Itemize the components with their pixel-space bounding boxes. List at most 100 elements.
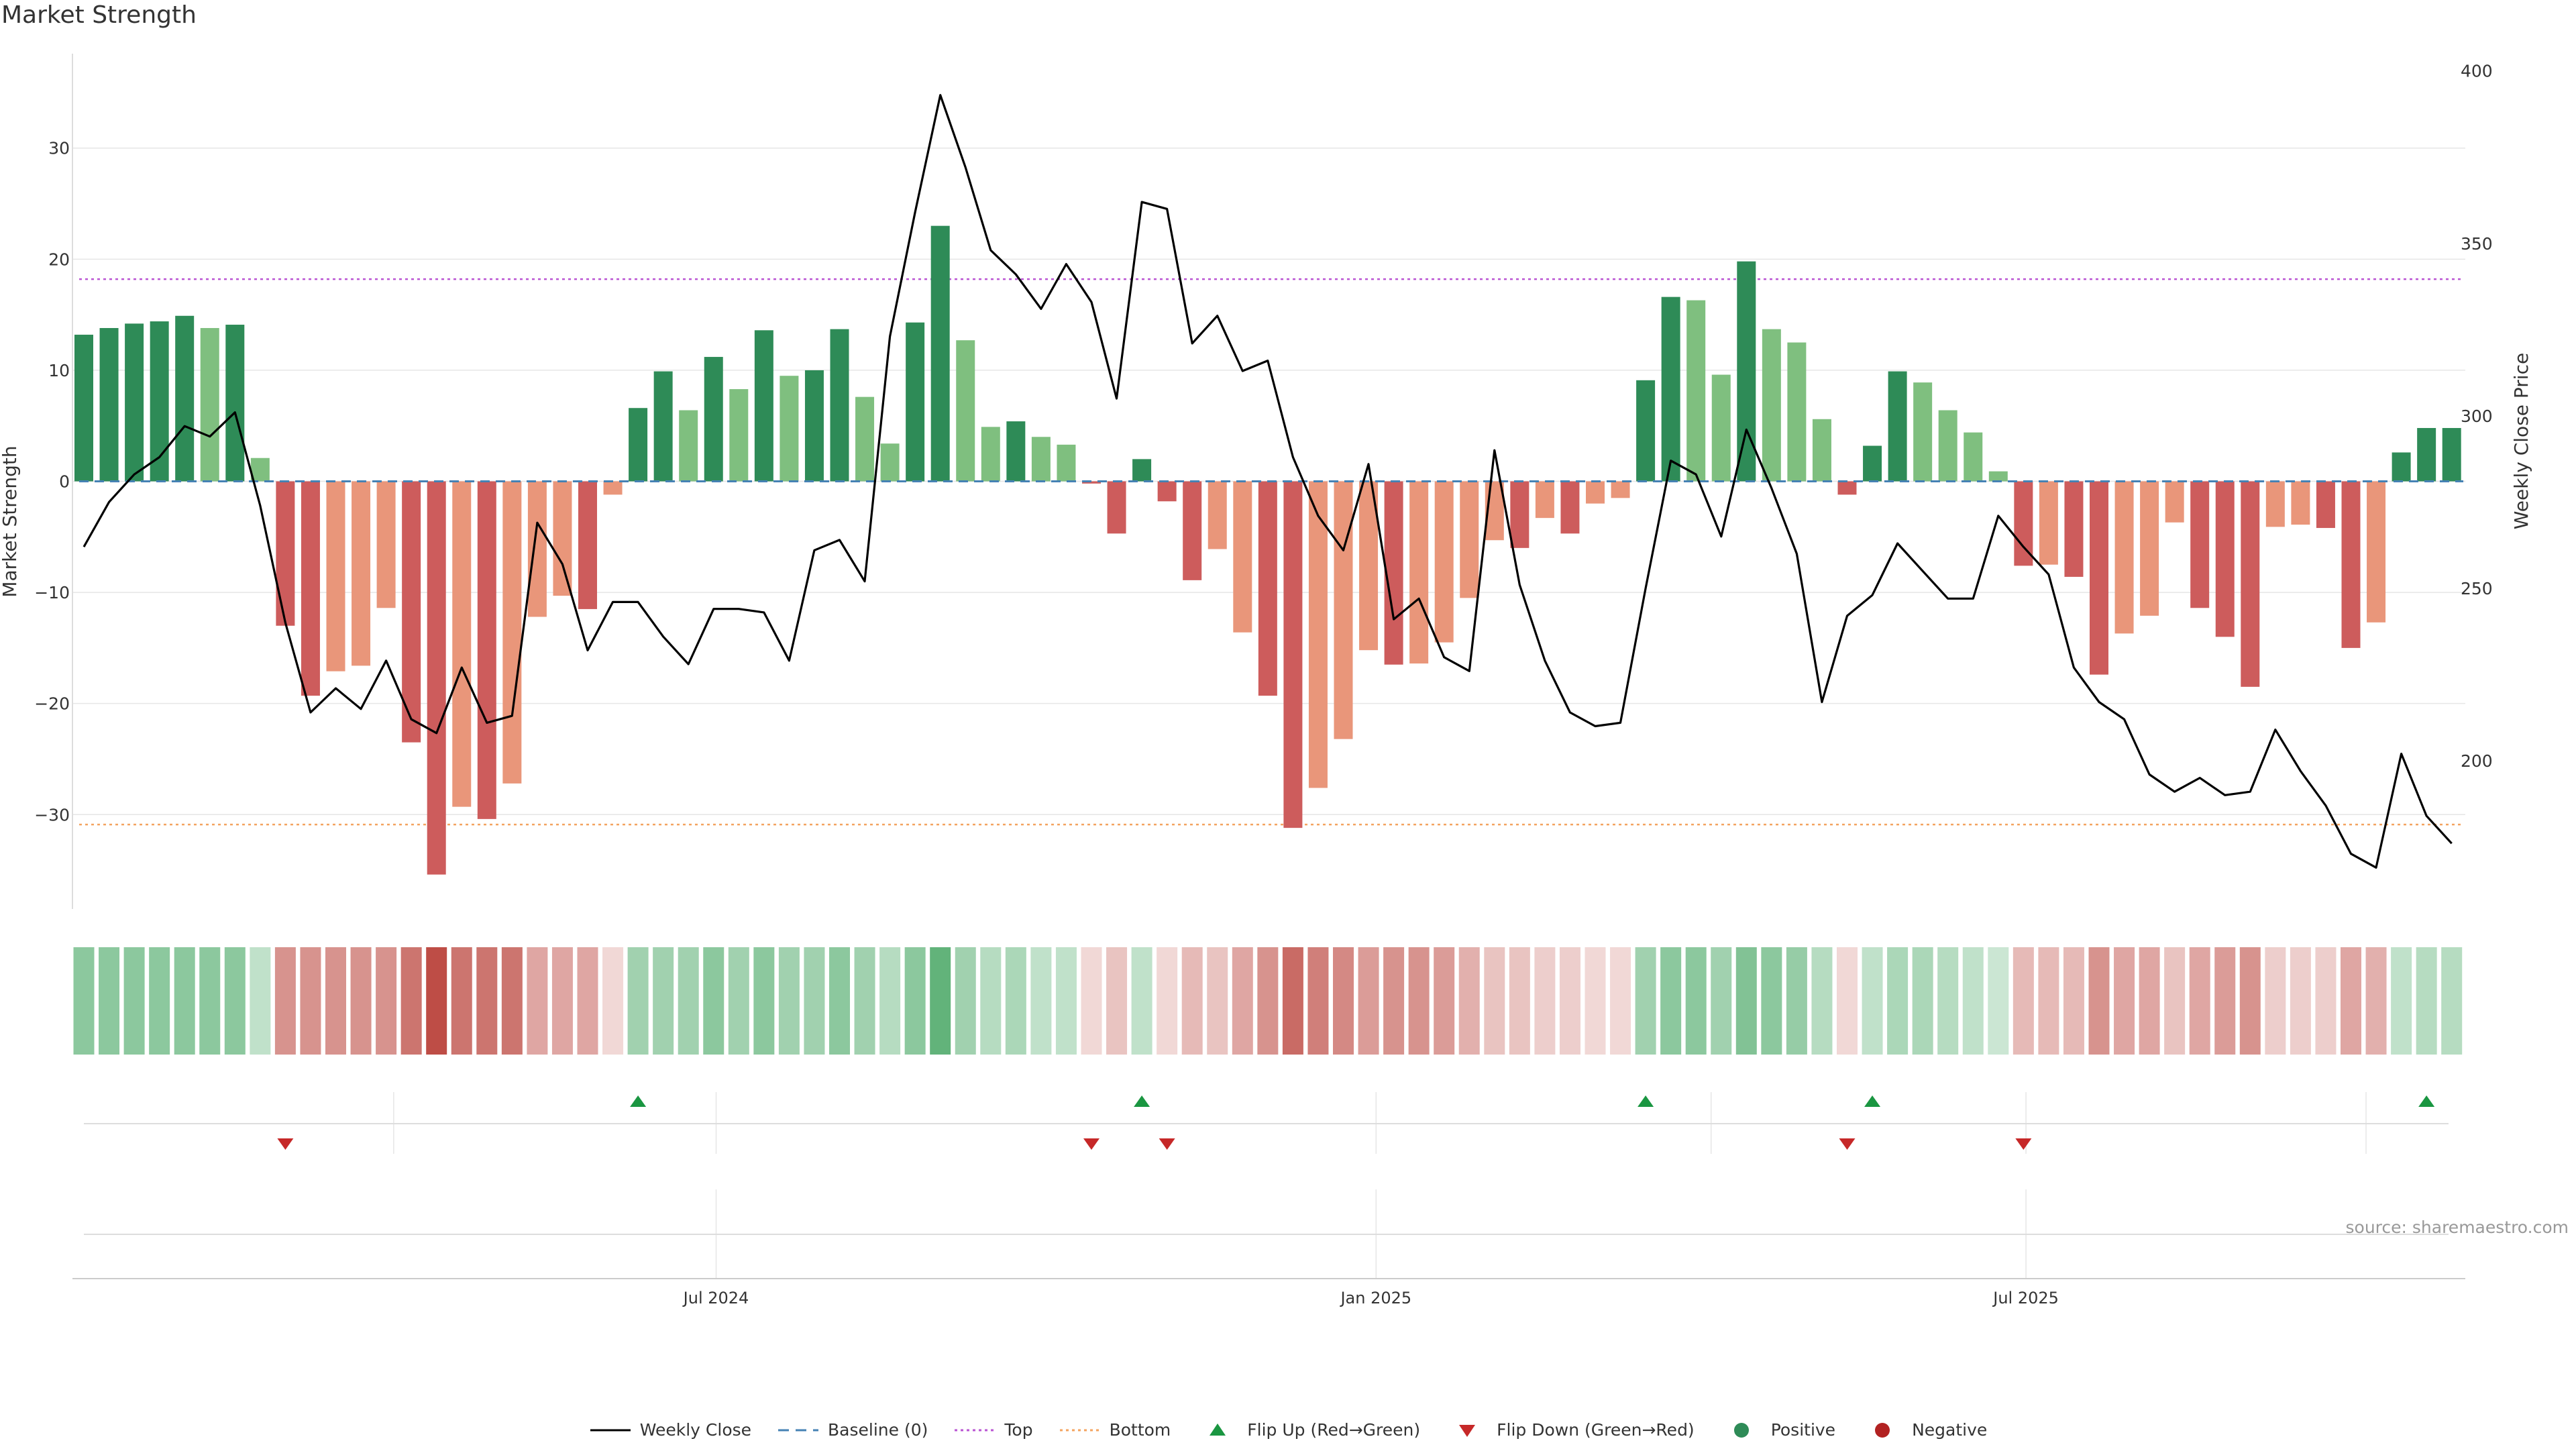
heat-cell xyxy=(400,947,422,1055)
positive-strength-bar xyxy=(1913,382,1933,482)
negative-strength-bar xyxy=(2367,481,2386,623)
legend-swatch-icon xyxy=(1733,1422,1749,1438)
heat-cell xyxy=(2441,947,2463,1055)
heat-cell xyxy=(274,947,296,1055)
negative-strength-bar xyxy=(427,481,446,875)
weekly-close-line xyxy=(83,94,2453,869)
legend-circle-icon xyxy=(1875,1422,1890,1438)
positive-strength-bar xyxy=(906,322,925,482)
negative-strength-bar xyxy=(2014,481,2033,566)
positive-strength-bar xyxy=(1636,380,1656,482)
positive-strength-bar xyxy=(1787,342,1807,482)
negative-strength-bar xyxy=(2215,481,2235,637)
legend-circle-icon xyxy=(1733,1422,1749,1438)
heat-cell xyxy=(703,947,724,1055)
heat-cell xyxy=(2114,947,2135,1055)
heat-cell xyxy=(123,947,145,1055)
heat-cell xyxy=(1811,947,1833,1055)
heat-cell xyxy=(527,947,548,1055)
legend-label: Flip Up (Red→Green) xyxy=(1247,1420,1421,1440)
heat-cell xyxy=(1333,947,1354,1055)
heat-cell xyxy=(1181,947,1203,1055)
heat-cell xyxy=(1711,947,1732,1055)
positive-strength-bar xyxy=(679,410,698,482)
legend-swatch-icon xyxy=(955,1429,996,1431)
source-label: source: sharemaestro.com xyxy=(2345,1218,2569,1237)
negative-strength-bar xyxy=(1837,481,1857,495)
legend-label: Flip Down (Green→Red) xyxy=(1497,1420,1695,1440)
heat-cell xyxy=(2214,947,2236,1055)
heat-cell xyxy=(350,947,372,1055)
heat-cell xyxy=(1408,947,1430,1055)
heat-cell xyxy=(879,947,901,1055)
heat-cell xyxy=(1081,947,1102,1055)
legend-swatch-icon xyxy=(1210,1423,1226,1436)
negative-strength-bar xyxy=(2316,481,2335,529)
heat-cell xyxy=(451,947,472,1055)
negative-strength-bar xyxy=(1510,481,1529,548)
negative-strength-bar xyxy=(1308,481,1328,788)
heat-cell xyxy=(1484,947,1505,1055)
heat-cell xyxy=(1458,947,1480,1055)
heat-cell xyxy=(1837,947,1858,1055)
negative-strength-bar xyxy=(2190,481,2210,608)
legend-item: Baseline (0) xyxy=(777,1420,928,1440)
positive-strength-bar xyxy=(200,327,219,482)
negative-strength-bar xyxy=(1560,481,1580,534)
date-axis: Jul 2024 Jan 2025 Jul 2025 xyxy=(72,1189,2465,1307)
negative-strength-bar xyxy=(1283,481,1303,828)
negative-strength-bar xyxy=(2265,481,2285,527)
heat-cell xyxy=(1534,947,1556,1055)
negative-strength-bar xyxy=(553,481,572,596)
heat-cell xyxy=(1207,947,1228,1055)
positive-strength-bar xyxy=(830,329,849,482)
negative-strength-bar xyxy=(301,481,320,696)
heat-cell xyxy=(1055,947,1077,1055)
heat-cell xyxy=(2265,947,2286,1055)
flip-down-marker xyxy=(2015,1138,2032,1150)
heat-cell xyxy=(2290,947,2311,1055)
positive-strength-bar xyxy=(125,323,144,482)
negative-strength-bar xyxy=(1082,481,1101,484)
negative-strength-bar xyxy=(352,481,371,666)
heat-cell xyxy=(804,947,825,1055)
positive-strength-bar xyxy=(729,389,749,482)
negative-strength-bar xyxy=(2165,481,2184,523)
flip-up-marker xyxy=(1638,1095,1654,1107)
heat-cell xyxy=(1685,947,1707,1055)
y2-tick-label: 200 xyxy=(2461,751,2493,771)
heat-cell xyxy=(2063,947,2084,1055)
legend-swatch-icon xyxy=(778,1429,819,1431)
negative-strength-bar xyxy=(2090,481,2108,675)
negative-strength-bar xyxy=(2114,481,2134,634)
negative-strength-bar xyxy=(1183,481,1202,580)
heat-cell xyxy=(1761,947,1782,1055)
heat-cell xyxy=(501,947,523,1055)
negative-strength-bar xyxy=(2039,481,2058,565)
y-tick-label: −10 xyxy=(34,583,70,602)
negative-strength-bar xyxy=(2241,481,2260,687)
legend-label: Top xyxy=(1004,1420,1033,1440)
negative-strength-bar xyxy=(1107,481,1126,534)
heat-cell xyxy=(753,947,775,1055)
heat-cell xyxy=(2164,947,2186,1055)
heat-cell xyxy=(854,947,875,1055)
y-tick-label: 30 xyxy=(48,139,70,158)
heat-cell xyxy=(904,947,926,1055)
heat-cell xyxy=(955,947,976,1055)
heat-cell xyxy=(627,947,649,1055)
negative-strength-bar xyxy=(2140,481,2159,616)
flip-up-marker xyxy=(2418,1095,2435,1107)
negative-strength-bar xyxy=(376,481,396,608)
legend-label: Weekly Close xyxy=(639,1420,752,1440)
heat-cell xyxy=(1988,947,2009,1055)
heat-cell xyxy=(1912,947,1933,1055)
heat-cell xyxy=(2341,947,2361,1055)
heat-cell xyxy=(829,947,850,1055)
heat-cell xyxy=(1735,947,1757,1055)
positive-strength-bar xyxy=(930,225,950,482)
negative-strength-bar xyxy=(1409,481,1429,664)
heat-cell xyxy=(224,947,246,1055)
negative-strength-bar xyxy=(326,481,345,672)
y-tick-label: −20 xyxy=(34,694,70,714)
